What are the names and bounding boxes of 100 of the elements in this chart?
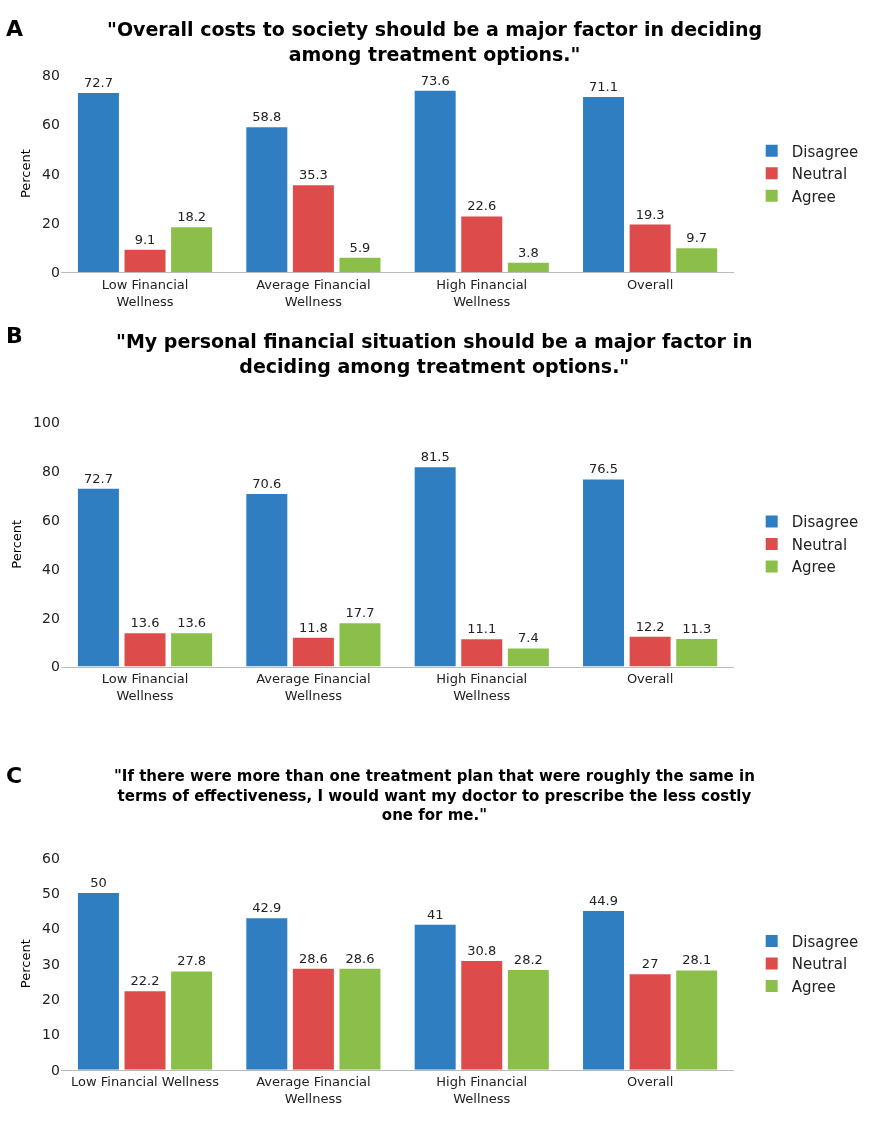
data-label: 71.1 (589, 78, 619, 94)
y-tick-label: 20 (42, 990, 60, 1007)
chart-title: "If there were more than one treatment plan that were roughly the same in terms of effectiveness, I would want my doctor to prescribe the less costly one for me." (114, 767, 755, 824)
data-label: 28.6 (298, 950, 328, 966)
text: C (6, 763, 23, 788)
bar (246, 127, 288, 273)
bar (124, 249, 166, 273)
legend-label: Agree (791, 977, 836, 996)
y-axis-title: Percent (17, 939, 33, 989)
legend-label: Neutral (791, 165, 848, 184)
bar (629, 636, 671, 667)
y-tick-label: 60 (42, 511, 60, 528)
y-tick-label: 60 (42, 116, 60, 133)
text: A (6, 16, 24, 41)
x-tick-label: Average Financial Wellness (256, 671, 371, 704)
bar (461, 216, 503, 273)
data-label: 44.9 (589, 893, 619, 909)
y-tick-label: 20 (42, 609, 60, 626)
bar (461, 960, 503, 1070)
bar (583, 479, 625, 667)
bar (124, 633, 166, 667)
data-label: 9.1 (134, 231, 156, 247)
legend-label: Agree (791, 558, 836, 577)
bar (507, 648, 549, 667)
data-label: 27.8 (177, 953, 207, 969)
y-tick-label: 100 (33, 413, 60, 430)
data-label: 17.7 (345, 605, 375, 621)
y-tick-label: 60 (42, 849, 60, 866)
y-axis-title: Percent (17, 149, 33, 199)
legend-label: Neutral (791, 535, 848, 554)
data-label: 73.6 (420, 72, 450, 88)
data-label: 72.7 (83, 470, 113, 486)
data-label: 22.2 (130, 973, 160, 989)
y-tick-label: 0 (50, 658, 60, 675)
bar (124, 991, 166, 1070)
bar (77, 893, 119, 1070)
data-label: 28.2 (513, 952, 543, 968)
x-tick-label: Overall (626, 1074, 674, 1090)
bar (583, 96, 625, 273)
data-label: 7.4 (517, 630, 539, 646)
y-tick-label: 80 (42, 462, 60, 479)
data-label: 81.5 (420, 449, 450, 465)
x-tick-label: Overall (626, 276, 674, 292)
bar (171, 633, 213, 667)
data-label: 70.6 (252, 475, 282, 491)
y-tick-label: 40 (42, 165, 60, 182)
bar (77, 488, 119, 667)
bar (676, 970, 718, 1070)
data-label: 13.6 (177, 615, 207, 631)
bar (629, 974, 671, 1070)
data-label: 76.5 (589, 461, 619, 477)
x-tick-label: Low Financial Wellness (101, 276, 189, 309)
y-tick-label: 40 (42, 560, 60, 577)
x-tick-label: Low Financial Wellness (101, 671, 189, 704)
x-tick-label: Average Financial Wellness (256, 1074, 371, 1107)
bar (292, 637, 334, 667)
bar (171, 971, 213, 1070)
data-label: 3.8 (517, 244, 539, 260)
bar (583, 911, 625, 1070)
x-tick-label: Overall (626, 671, 674, 687)
bar (414, 90, 456, 273)
data-label: 41 (426, 906, 444, 922)
bar (676, 638, 718, 667)
x-tick-label: Average Financial Wellness (256, 276, 371, 309)
data-label: 28.6 (345, 950, 375, 966)
bar (414, 467, 456, 667)
bar (246, 918, 288, 1070)
text: B (6, 323, 23, 348)
bar (171, 227, 213, 273)
bar (292, 185, 334, 273)
bar (339, 623, 381, 667)
data-label: 35.3 (298, 167, 328, 183)
bar (507, 262, 549, 273)
data-label: 11.8 (298, 619, 328, 635)
data-label: 11.3 (682, 620, 712, 636)
legend-label: Disagree (791, 932, 859, 951)
data-label: 11.1 (467, 621, 497, 637)
data-label: 42.9 (252, 900, 282, 916)
bar (339, 968, 381, 1070)
x-tick-label: Low Financial Wellness (71, 1074, 220, 1090)
y-tick-label: 0 (50, 1061, 60, 1078)
data-label: 27 (641, 956, 659, 972)
legend-label: Agree (791, 187, 836, 206)
bar (461, 639, 503, 667)
y-tick-label: 50 (42, 884, 60, 901)
chart-title: "Overall costs to society should be a major factor in deciding among treatment options." (107, 18, 763, 65)
y-tick-label: 0 (50, 264, 60, 281)
data-label: 72.7 (83, 75, 113, 91)
data-label: 58.8 (252, 109, 282, 125)
data-label: 28.1 (682, 952, 712, 968)
bar (676, 248, 718, 273)
chart-title: "My personal financial situation should be a major factor in deciding among treatment options." (116, 330, 753, 377)
data-label: 12.2 (635, 618, 665, 634)
data-label: 22.6 (467, 198, 497, 214)
data-label: 9.7 (686, 230, 708, 246)
data-label: 5.9 (349, 239, 371, 255)
x-tick-label: High Financial Wellness (436, 1074, 528, 1107)
y-tick-label: 30 (42, 955, 60, 972)
data-label: 18.2 (177, 209, 207, 225)
bar (292, 968, 334, 1070)
